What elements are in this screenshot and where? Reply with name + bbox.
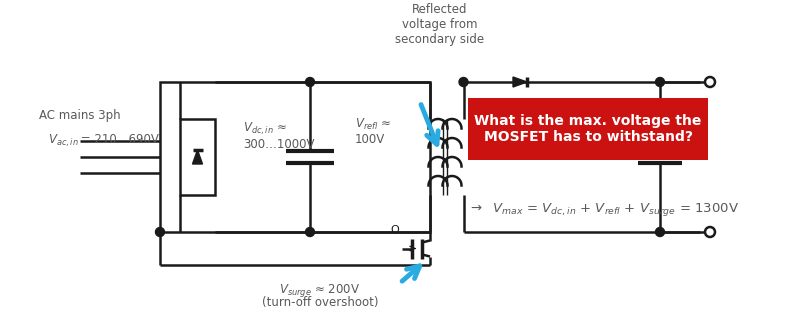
Text: Reflected
voltage from
secondary side: Reflected voltage from secondary side <box>395 3 484 46</box>
Text: = 210…690V: = 210…690V <box>77 133 159 146</box>
Text: What is the max. voltage the
MOSFET has to withstand?: What is the max. voltage the MOSFET has … <box>474 114 702 144</box>
Circle shape <box>306 77 314 86</box>
Text: Q: Q <box>391 225 399 235</box>
Text: AC mains 3ph: AC mains 3ph <box>39 109 121 122</box>
Text: 300…1000V: 300…1000V <box>243 138 314 151</box>
Circle shape <box>655 228 665 236</box>
Text: 100V: 100V <box>355 133 385 146</box>
Text: $V_{dc,in}$ ≈: $V_{dc,in}$ ≈ <box>243 121 287 137</box>
Circle shape <box>459 77 468 86</box>
Circle shape <box>306 228 314 236</box>
FancyBboxPatch shape <box>468 98 708 160</box>
Polygon shape <box>192 150 202 164</box>
Text: $V_{surge}$ ≈ 200V: $V_{surge}$ ≈ 200V <box>279 282 361 299</box>
Text: $\rightarrow$  $V_{max}$ = $V_{dc,in}$ + $V_{refl}$ + $V_{surge}$ = 1300V: $\rightarrow$ $V_{max}$ = $V_{dc,in}$ + … <box>468 202 739 219</box>
Circle shape <box>655 77 665 86</box>
Text: $V_{ac,in}$: $V_{ac,in}$ <box>48 133 79 149</box>
Text: $V_{refl}$ ≈: $V_{refl}$ ≈ <box>355 117 391 132</box>
Bar <box>160 82 430 232</box>
Text: (turn-off overshoot): (turn-off overshoot) <box>261 296 379 309</box>
Polygon shape <box>513 77 527 87</box>
Circle shape <box>156 228 164 236</box>
Bar <box>180 119 215 195</box>
